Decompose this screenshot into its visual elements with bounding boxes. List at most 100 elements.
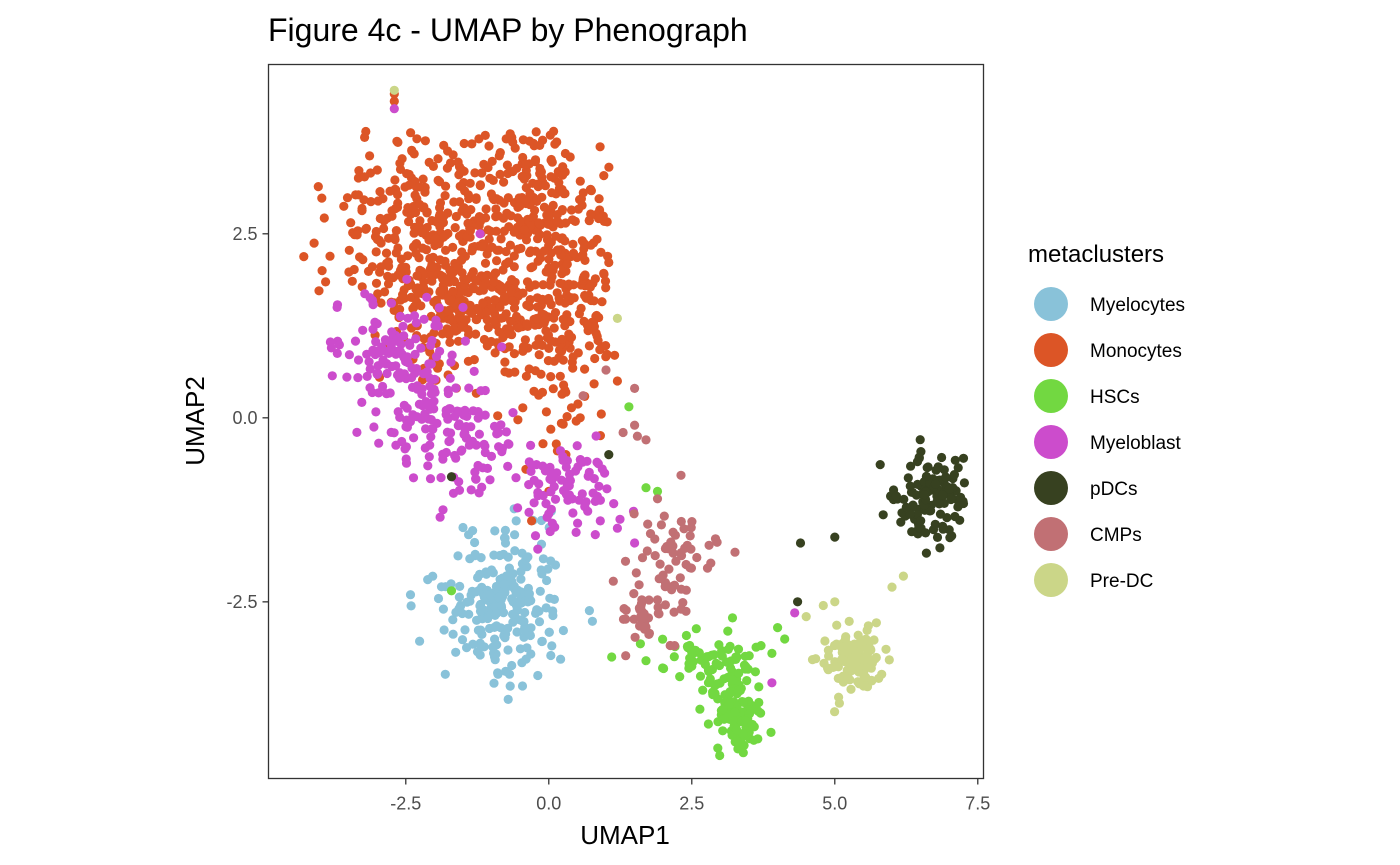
- point-myelocytes: [491, 640, 501, 650]
- point-myeloblast: [460, 336, 470, 346]
- point-pre-dc: [811, 654, 821, 664]
- point-hscs: [742, 676, 752, 686]
- point-monocytes: [344, 267, 354, 277]
- point-myeloblast: [334, 340, 344, 350]
- point-monocytes: [361, 126, 371, 137]
- point-pdcs: [944, 484, 954, 494]
- point-monocytes: [453, 336, 464, 346]
- point-hscs: [715, 750, 725, 761]
- point-myeloblast: [378, 356, 388, 366]
- point-myeloblast: [350, 336, 361, 346]
- point-monocytes: [435, 222, 445, 232]
- point-myelocytes: [428, 571, 438, 581]
- point-monocytes: [483, 162, 493, 173]
- point-myelocytes: [448, 615, 458, 625]
- point-cmps: [668, 581, 678, 591]
- point-myelocytes: [584, 606, 595, 616]
- point-monocytes: [379, 216, 389, 226]
- point-monocytes: [529, 386, 539, 396]
- point-myelocytes: [475, 606, 486, 616]
- point-myeloblast: [426, 432, 436, 442]
- point-pdcs: [446, 472, 457, 482]
- point-cmps: [676, 516, 686, 527]
- point-myelocytes: [558, 625, 569, 636]
- point-myeloblast: [561, 489, 572, 499]
- point-pre-dc: [898, 571, 909, 581]
- point-monocytes: [558, 162, 568, 172]
- point-cmps: [659, 511, 669, 521]
- point-monocytes: [585, 282, 595, 292]
- point-myelocytes: [503, 623, 513, 633]
- point-monocytes: [321, 277, 331, 287]
- point-myeloblast: [595, 516, 605, 526]
- point-myeloblast: [412, 381, 422, 391]
- point-monocytes: [559, 380, 569, 390]
- point-hscs: [691, 624, 701, 634]
- point-monocytes: [531, 127, 541, 137]
- point-cmps: [675, 573, 685, 583]
- point-pdcs: [958, 453, 969, 463]
- point-monocytes: [552, 210, 562, 220]
- point-monocytes: [551, 439, 561, 449]
- point-hscs: [682, 641, 693, 652]
- point-pdcs: [950, 511, 960, 522]
- point-monocytes: [528, 138, 539, 148]
- point-monocytes: [416, 301, 426, 311]
- point-myeloblast: [425, 474, 436, 484]
- point-pdcs: [915, 435, 925, 445]
- point-myeloblast: [372, 368, 382, 379]
- point-myelocytes: [500, 633, 510, 643]
- point-myeloblast: [371, 407, 381, 417]
- point-monocytes: [542, 230, 552, 240]
- point-monocytes: [506, 211, 516, 221]
- point-monocytes: [494, 151, 504, 161]
- point-monocytes: [313, 182, 323, 192]
- point-myelocytes: [531, 608, 541, 619]
- point-myeloblast: [411, 318, 421, 328]
- point-monocytes: [325, 251, 335, 261]
- point-cmps: [678, 598, 688, 608]
- point-hscs: [704, 666, 714, 677]
- point-monocytes: [428, 262, 438, 272]
- point-monocytes: [500, 357, 510, 367]
- point-myeloblast: [389, 104, 399, 114]
- point-myelocytes: [523, 552, 533, 562]
- point-myeloblast: [424, 359, 434, 369]
- point-monocytes: [358, 255, 368, 265]
- point-myeloblast: [546, 504, 556, 514]
- point-monocytes: [566, 403, 577, 413]
- point-hscs: [767, 648, 777, 659]
- point-monocytes: [465, 300, 475, 310]
- point-myelocytes: [405, 590, 416, 600]
- point-cmps: [706, 558, 716, 568]
- point-monocytes: [463, 218, 473, 228]
- point-myelocytes: [491, 621, 502, 631]
- point-myelocytes: [458, 522, 468, 533]
- point-hscs: [724, 699, 735, 709]
- point-myeloblast: [558, 455, 568, 465]
- point-myelocytes: [451, 647, 461, 657]
- point-myeloblast: [400, 444, 410, 454]
- point-hscs: [658, 663, 668, 673]
- legend-swatch-myelocytes: [1034, 287, 1068, 321]
- point-monocytes: [599, 268, 609, 278]
- point-myelocytes: [457, 608, 467, 619]
- point-myeloblast: [469, 366, 479, 376]
- point-myeloblast: [497, 342, 507, 352]
- point-monocytes: [548, 384, 558, 394]
- point-monocytes: [371, 247, 381, 257]
- point-myeloblast: [486, 451, 497, 461]
- point-myelocytes: [446, 579, 456, 589]
- point-monocytes: [391, 248, 401, 258]
- point-myeloblast: [531, 460, 542, 470]
- point-myeloblast: [420, 443, 430, 453]
- point-monocytes: [604, 162, 614, 172]
- point-cmps: [629, 589, 639, 599]
- point-myeloblast: [503, 461, 513, 471]
- point-monocytes: [555, 371, 565, 381]
- point-myeloblast: [357, 397, 367, 407]
- point-myeloblast: [442, 427, 452, 437]
- point-monocytes: [471, 193, 481, 203]
- point-myeloblast: [382, 368, 392, 379]
- point-monocytes: [319, 213, 329, 223]
